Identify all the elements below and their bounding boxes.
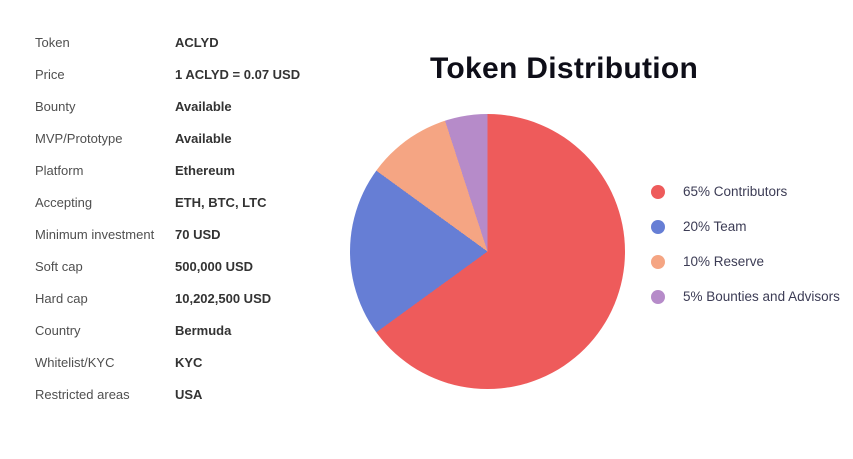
info-label: Platform [35,162,84,178]
info-row-country: Country Bermuda [35,314,315,346]
info-value: Bermuda [175,322,232,338]
legend-color-dot [651,184,665,199]
info-value: USA [175,386,203,402]
info-row-price: Price 1 ACLYD = 0.07 USD [35,58,315,90]
legend-color-dot [651,289,665,304]
info-label: Minimum investment [35,226,155,242]
info-value: 1 ACLYD = 0.07 USD [175,66,301,82]
info-row-bounty: Bounty Available [35,90,315,122]
info-row-minimum-investment: Minimum investment 70 USD [35,218,315,250]
info-label: Whitelist/KYC [35,354,115,370]
info-row-soft-cap: Soft cap 500,000 USD [35,250,315,282]
info-label: Restricted areas [35,386,130,402]
info-label: Accepting [35,194,93,210]
info-row-hard-cap: Hard cap 10,202,500 USD [35,282,315,314]
info-value: ETH, BTC, LTC [175,194,267,210]
legend-item-reserve: 10% Reserve [651,244,840,279]
legend-label: 5% Bounties and Advisors [683,289,840,304]
info-row-restricted-areas: Restricted areas USA [35,378,315,410]
info-row-mvp-prototype: MVP/Prototype Available [35,122,315,154]
pie-chart [350,114,625,389]
info-label: MVP/Prototype [35,130,123,146]
info-row-accepting: Accepting ETH, BTC, LTC [35,186,315,218]
info-row-whitelist-kyc: Whitelist/KYC KYC [35,346,315,378]
info-label: Soft cap [35,258,83,274]
token-info-table: Token ACLYD Price 1 ACLYD = 0.07 USD Bou… [35,26,315,410]
info-label: Price [35,66,65,82]
info-label: Bounty [35,98,76,114]
info-value: 500,000 USD [175,258,254,274]
legend-label: 10% Reserve [683,254,765,269]
legend-item-team: 20% Team [651,209,840,244]
legend-item-contributors: 65% Contributors [651,174,840,209]
info-value: ACLYD [175,34,219,50]
info-label: Country [35,322,81,338]
info-value: Ethereum [175,162,235,178]
info-value: KYC [175,354,203,370]
info-row-token: Token ACLYD [35,26,315,58]
info-value: Available [175,98,232,114]
legend-color-dot [651,254,665,269]
legend-color-dot [651,219,665,234]
info-label: Hard cap [35,290,88,306]
token-distribution-chart: Token Distribution 65% Contributors 20% … [330,0,853,459]
info-value: 70 USD [175,226,221,242]
info-value: 10,202,500 USD [175,290,272,306]
chart-legend: 65% Contributors 20% Team 10% Reserve 5%… [651,174,840,314]
legend-item-bounties-advisors: 5% Bounties and Advisors [651,279,840,314]
chart-title: Token Distribution [430,52,699,85]
info-label: Token [35,34,70,50]
info-value: Available [175,130,232,146]
legend-label: 65% Contributors [683,184,788,199]
legend-label: 20% Team [683,219,747,234]
info-row-platform: Platform Ethereum [35,154,315,186]
